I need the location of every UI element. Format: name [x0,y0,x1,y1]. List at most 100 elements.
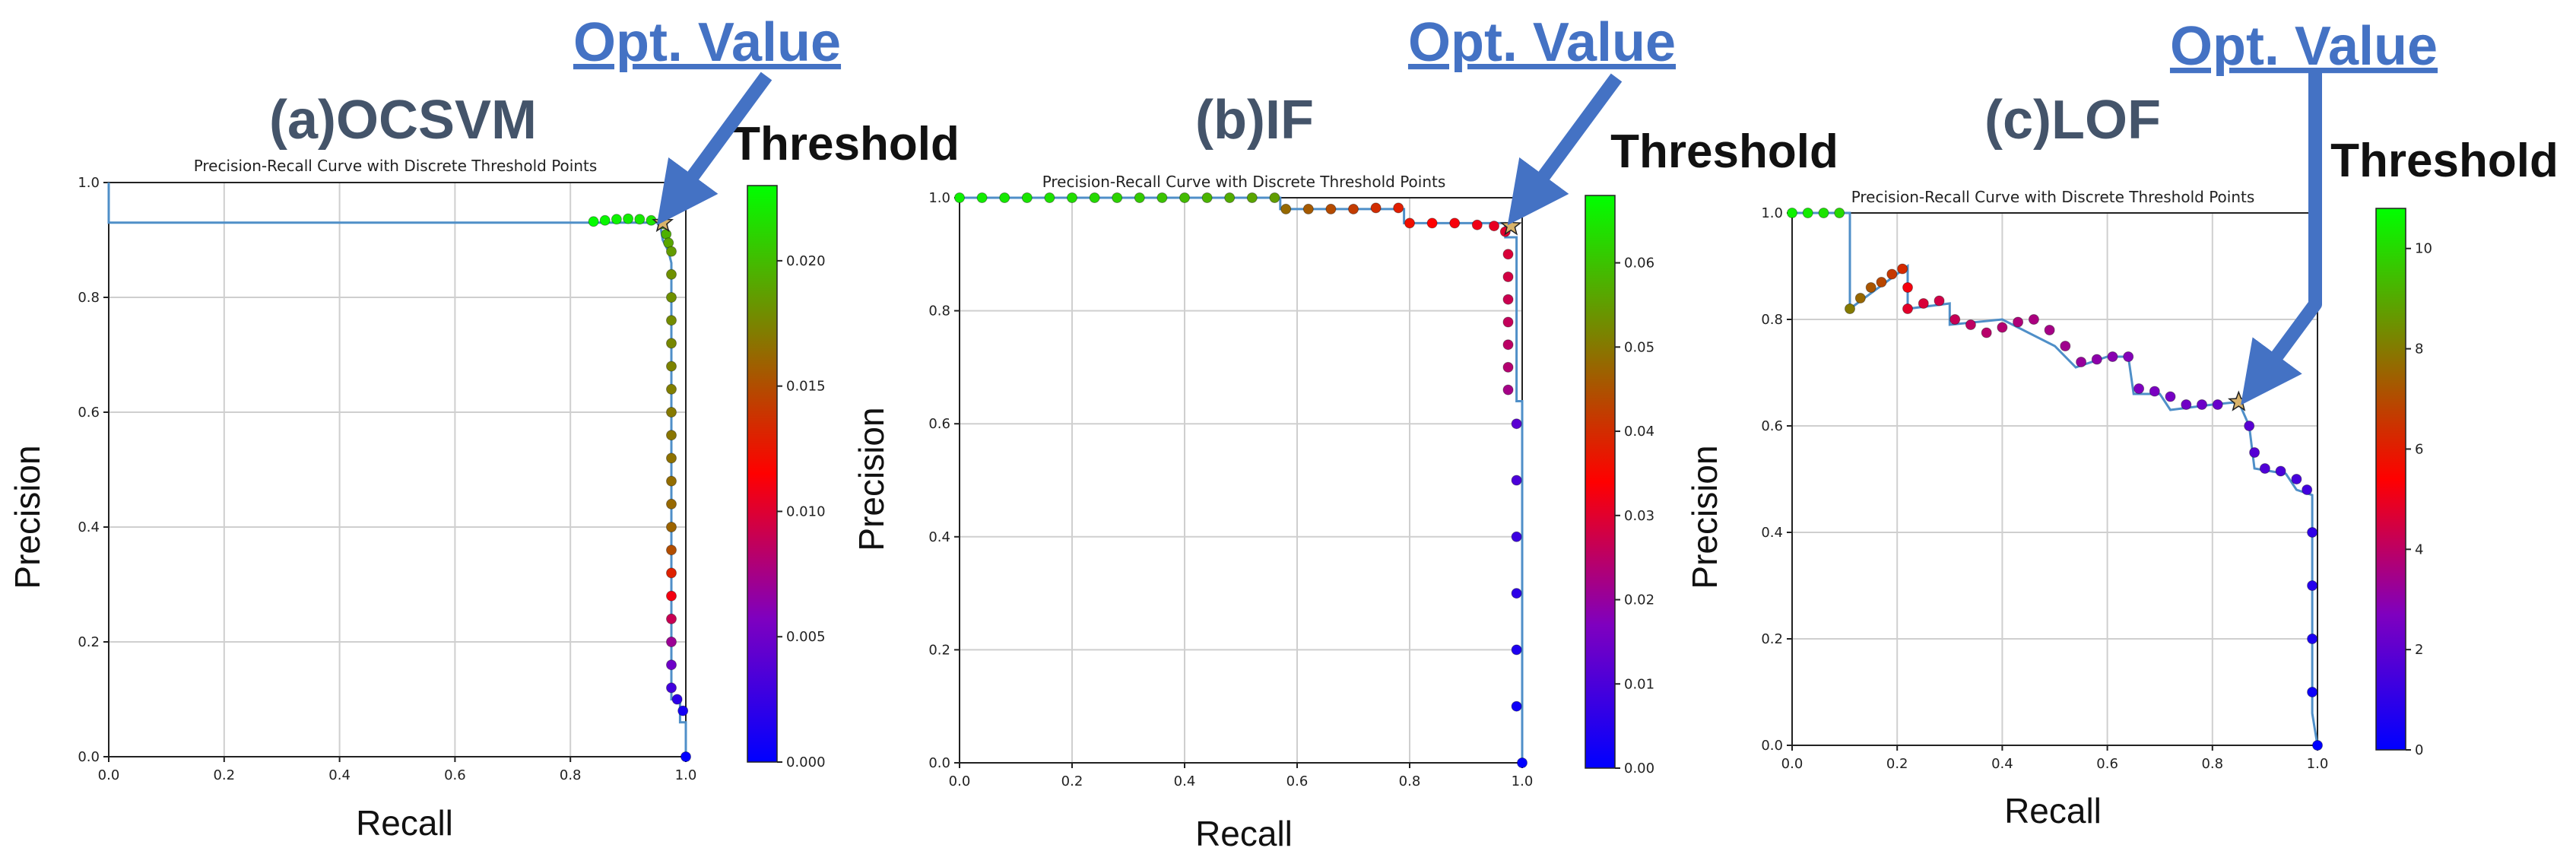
threshold-point [1981,327,1992,338]
y-tick-label: 0.2 [1761,631,1783,647]
threshold-point [623,213,634,224]
threshold-point [666,682,677,694]
colorbar-label: Threshold [2330,135,2559,187]
colorbar-tick-label: 2 [2415,642,2423,658]
colorbar-tick-label: 0.015 [786,379,826,395]
opt-value-label: Opt. Value [1408,12,1676,73]
panel-ocsvm: (a)OCSVM Opt. Value Precision-Recall Cur… [8,12,960,843]
threshold-point [588,216,599,227]
threshold-point [661,228,672,240]
colorbar-label: Threshold [1610,125,1838,178]
threshold-point [2291,474,2302,484]
y-tick-label: 1.0 [1761,205,1783,221]
threshold-point [666,360,677,372]
threshold-point [976,192,988,203]
threshold-point [2197,399,2207,410]
threshold-point [2013,316,2024,328]
threshold-point [2076,357,2087,367]
x-axis-label: Recall [2004,791,2102,830]
threshold-point [1511,531,1522,542]
y-tick-label: 1.0 [928,190,950,206]
threshold-point [634,214,646,225]
chart-title: Precision-Recall Curve with Discrete Thr… [1042,173,1446,191]
threshold-point [1502,361,1514,373]
threshold-point [1179,192,1190,203]
threshold-point [666,475,677,487]
threshold-point [2212,399,2223,410]
threshold-point [1370,202,1382,214]
y-tick-label: 0.4 [78,519,100,535]
y-tick-label: 0.6 [78,405,100,421]
threshold-point [1902,303,1913,314]
threshold-point [1134,192,1145,203]
threshold-point [1426,218,1438,229]
y-axis-label: Precision [1685,445,1724,589]
x-tick-label: 0.2 [1061,773,1083,789]
axes-frame [959,197,1523,764]
threshold-point [666,315,677,326]
threshold-point [1787,208,1797,218]
plot-area: 0.0 0.2 0.4 0.6 0.8 1.0 0.0 0.2 0.4 0.6 0.8 1.0 0 2 4 6… [1761,68,2432,772]
threshold-point [666,498,677,510]
threshold-point [1044,192,1055,203]
y-tick-label: 0.2 [928,642,950,658]
threshold-point [1502,272,1514,282]
threshold-point [666,407,677,418]
x-tick-label: 1.0 [1512,773,1534,789]
y-tick-label: 0.6 [928,416,950,432]
threshold-point [1348,203,1359,214]
threshold-point [1280,203,1292,214]
panel-lof: (c)LOF Opt. Value Precision-Recall Curve… [1685,16,2559,830]
threshold-point [666,383,677,395]
x-tick-label: 0.0 [98,767,120,783]
colorbar-tick-label: 0.04 [1624,424,1654,440]
x-tick-label: 0.4 [328,767,351,783]
threshold-point [2123,351,2134,362]
colorbar-tick-label: 0.02 [1624,592,1654,608]
threshold-point [1949,314,1961,325]
threshold-point [2312,740,2323,751]
threshold-point [1934,295,1945,306]
threshold-point [2133,383,2145,394]
threshold-point [666,522,677,532]
x-tick-label: 0.8 [1399,773,1421,789]
threshold-point [1876,277,1887,287]
threshold-point [1201,192,1213,203]
colorbar-tick-label: 4 [2415,541,2423,557]
y-tick-label: 0.0 [928,755,950,771]
colorbar-label: Threshold [731,118,960,170]
threshold-point [1404,218,1415,229]
threshold-point [666,659,677,671]
threshold-point [666,292,677,303]
threshold-point [2275,465,2286,477]
threshold-point [1834,208,1845,218]
opt-value-label: Opt. Value [573,12,841,73]
threshold-point [1224,192,1236,203]
x-tick-label: 0.4 [1991,756,2013,772]
threshold-point [1502,249,1514,260]
y-tick-label: 0.0 [1761,738,1783,754]
threshold-point [2091,354,2102,365]
chart-title: Precision-Recall Curve with Discrete Thr… [1851,188,2255,206]
colorbar-tick-label: 0.01 [1624,676,1654,692]
threshold-point [1997,322,2008,333]
threshold-point [1511,418,1522,430]
x-tick-label: 0.2 [213,767,235,783]
threshold-point [1471,219,1483,230]
threshold-point [2028,314,2039,325]
threshold-point [2307,580,2318,591]
threshold-point [1393,202,1404,214]
threshold-point [2307,687,2318,697]
threshold-point [611,214,622,225]
threshold-point [666,246,677,257]
threshold-point [1845,303,1855,314]
x-tick-label: 0.4 [1174,773,1196,789]
x-tick-label: 0.6 [444,767,466,783]
threshold-point [1802,208,1813,218]
x-tick-label: 0.0 [949,773,971,789]
threshold-point [1325,203,1337,214]
pr-curve-line [960,196,1524,763]
threshold-point [666,613,677,624]
threshold-point [2244,421,2255,431]
colorbar-tick-label: 8 [2415,341,2423,357]
